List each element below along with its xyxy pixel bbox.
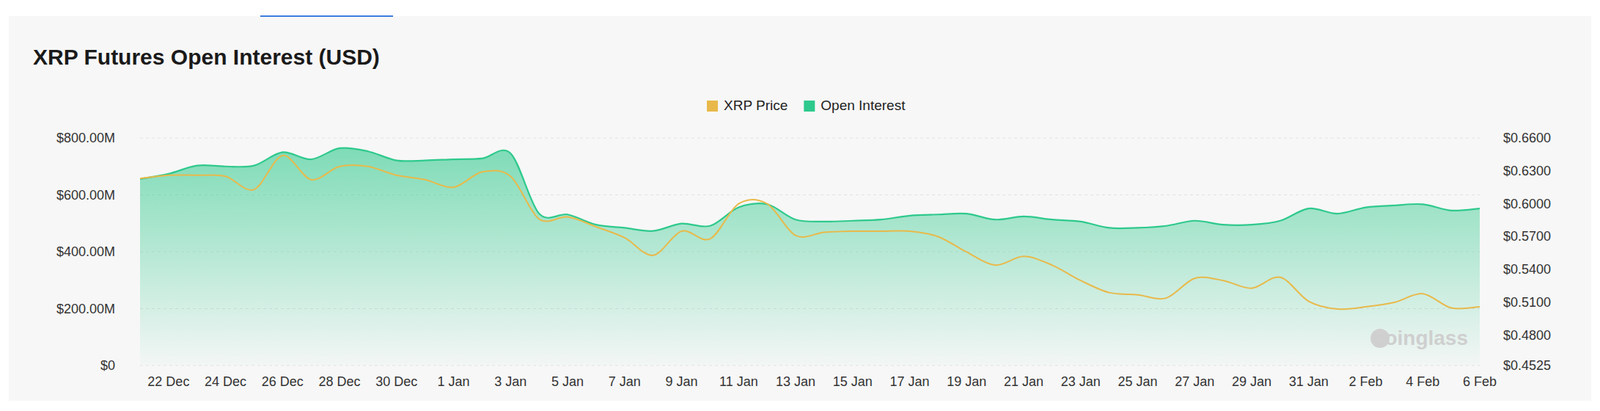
x-tick-label: 3 Jan xyxy=(494,373,527,389)
y2-tick-label: $0.6000 xyxy=(1503,196,1551,212)
panel-bg xyxy=(8,16,1592,401)
x-tick-label: 4 Feb xyxy=(1405,373,1440,389)
x-tick-label: 17 Jan xyxy=(890,373,930,389)
plot-area xyxy=(140,147,1480,366)
chart: XRP Futures Open Interest (USD) $0 $200.00… xyxy=(0,0,1600,411)
x-tick-label: 13 Jan xyxy=(775,373,816,389)
x-tick-label: 22 Dec xyxy=(147,373,190,389)
x-tick-label: 26 Dec xyxy=(261,373,304,389)
x-tick-label: 30 Dec xyxy=(375,373,418,389)
x-tick-label: 11 Jan xyxy=(719,373,759,389)
legend-label: Open Interest xyxy=(820,97,906,113)
y-tick-label: $400.00M xyxy=(56,244,116,259)
watermark: coinglass xyxy=(1373,326,1469,350)
x-tick-label: 27 Jan xyxy=(1174,373,1215,389)
page-bg xyxy=(0,0,1600,411)
y2-tick-label: $0.4525 xyxy=(1503,357,1551,373)
x-tick-label: 31 Jan xyxy=(1289,373,1329,389)
x-tick-label: 24 Dec xyxy=(204,373,247,389)
y-tick-label: $200.00M xyxy=(56,301,116,317)
y2-tick-label: $0.5400 xyxy=(1503,261,1551,277)
y2-tick-label: $0.5700 xyxy=(1503,228,1551,244)
y2-tick-label: $0.6600 xyxy=(1503,130,1551,146)
y2-tick-label: $0.4800 xyxy=(1503,327,1551,343)
x-tick-label: 21 Jan xyxy=(1003,373,1044,389)
legend-swatch xyxy=(706,100,718,112)
x-tick-label: 7 Jan xyxy=(608,373,641,389)
tab-underline xyxy=(260,15,394,17)
x-tick-label: 2 Feb xyxy=(1348,373,1383,389)
price-line xyxy=(140,155,1480,310)
area-line xyxy=(140,147,1480,231)
x-tick-label: 6 Feb xyxy=(1462,373,1497,389)
legend-label: XRP Price xyxy=(723,97,788,113)
legend-swatch xyxy=(803,100,815,112)
x-tick-label: 29 Jan xyxy=(1231,373,1272,389)
x-tick-label: 28 Dec xyxy=(318,373,361,389)
y2-tick-label: $0.6300 xyxy=(1503,163,1551,179)
x-tick-label: 25 Jan xyxy=(1118,373,1158,389)
y-tick-label: $600.00M xyxy=(56,187,116,203)
x-tick-label: 15 Jan xyxy=(832,373,873,389)
title: XRP Futures Open Interest (USD) xyxy=(32,44,380,69)
y-tick-label: $800.00M xyxy=(56,130,116,146)
x-tick-label: 19 Jan xyxy=(946,373,987,389)
y2-tick-label: $0.5100 xyxy=(1503,294,1551,310)
area-fill xyxy=(140,147,1480,366)
y-tick-label: $0 xyxy=(100,357,116,373)
x-tick-label: 9 Jan xyxy=(665,373,699,389)
x-tick-label: 1 Jan xyxy=(437,373,471,389)
grid-line xyxy=(140,137,1480,139)
x-tick-label: 23 Jan xyxy=(1061,373,1101,389)
x-tick-label: 5 Jan xyxy=(551,373,584,389)
